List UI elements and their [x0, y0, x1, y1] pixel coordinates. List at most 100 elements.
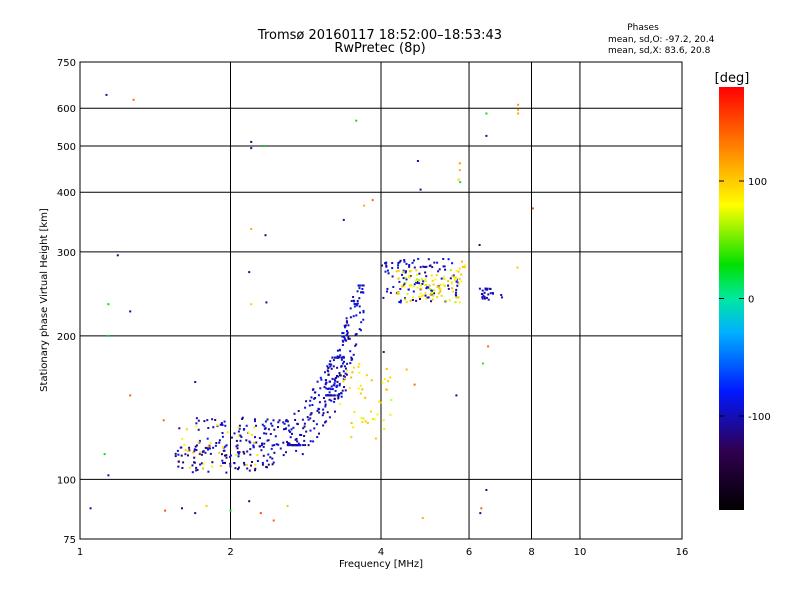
- data-point: [458, 169, 461, 172]
- data-point: [350, 436, 353, 439]
- data-point: [359, 311, 361, 314]
- data-point: [346, 369, 349, 372]
- data-point: [243, 428, 246, 430]
- data-point: [381, 264, 383, 267]
- data-point: [251, 433, 253, 436]
- data-point: [464, 264, 467, 267]
- data-point: [443, 285, 446, 287]
- data-point: [376, 413, 379, 416]
- chart-subtitle: RwPretec (8p): [334, 41, 425, 56]
- data-point: [434, 278, 437, 281]
- data-point: [358, 287, 361, 290]
- data-point: [248, 271, 251, 274]
- data-point: [483, 291, 486, 294]
- y-axis-label: Stationary phase Virtual Height [km]: [39, 208, 50, 392]
- data-point: [431, 266, 434, 269]
- data-point: [250, 228, 253, 230]
- data-point: [360, 321, 363, 324]
- data-point: [316, 409, 319, 412]
- data-point: [398, 261, 401, 264]
- data-point: [260, 449, 263, 452]
- data-point: [389, 413, 392, 416]
- data-point: [391, 275, 394, 278]
- data-point: [389, 376, 392, 379]
- data-point: [283, 422, 286, 425]
- data-point: [107, 474, 110, 477]
- data-point: [188, 449, 191, 452]
- data-point: [369, 410, 372, 413]
- data-point: [245, 424, 248, 427]
- data-point: [419, 266, 422, 269]
- data-point: [397, 277, 400, 280]
- data-point: [444, 268, 447, 271]
- data-point: [129, 394, 132, 397]
- data-point: [181, 507, 183, 510]
- data-point: [293, 412, 296, 415]
- data-point: [206, 419, 209, 422]
- data-point: [318, 408, 321, 411]
- data-point: [264, 420, 267, 423]
- data-point: [431, 279, 434, 282]
- colorbar-tick-label: 100: [748, 177, 767, 188]
- data-point: [177, 453, 180, 456]
- data-point: [358, 363, 361, 366]
- data-point: [243, 452, 246, 455]
- data-point: [185, 428, 188, 431]
- data-point: [429, 264, 432, 267]
- data-point: [218, 439, 221, 442]
- data-point: [481, 296, 484, 299]
- data-point: [432, 283, 435, 286]
- data-point: [352, 296, 355, 298]
- data-point: [238, 424, 241, 427]
- data-point: [353, 366, 355, 369]
- data-point: [222, 446, 224, 449]
- data-point: [359, 392, 362, 395]
- data-point: [492, 292, 494, 295]
- data-point: [432, 294, 435, 297]
- data-point: [212, 446, 215, 449]
- data-point: [236, 444, 239, 447]
- data-point: [339, 354, 342, 357]
- data-point: [344, 372, 347, 375]
- data-point: [387, 272, 390, 275]
- data-point: [236, 451, 239, 454]
- data-point: [350, 356, 353, 359]
- data-point: [343, 365, 346, 368]
- data-point: [356, 300, 359, 302]
- data-point: [418, 272, 421, 275]
- data-point: [338, 384, 341, 387]
- data-point: [366, 421, 369, 424]
- data-point: [319, 376, 322, 379]
- data-point: [410, 284, 413, 287]
- data-point: [424, 292, 427, 295]
- data-point: [373, 418, 376, 421]
- data-point: [501, 296, 503, 299]
- data-point: [433, 261, 436, 264]
- data-point: [256, 460, 259, 462]
- data-point: [330, 399, 333, 402]
- data-point: [229, 454, 232, 457]
- data-point: [447, 287, 450, 290]
- data-point: [430, 293, 433, 296]
- data-point: [243, 461, 245, 464]
- data-point: [416, 273, 419, 276]
- data-point: [204, 451, 207, 454]
- data-point: [398, 269, 401, 272]
- data-point: [425, 275, 428, 278]
- colorbar-tick-label: 0: [748, 295, 754, 306]
- data-point: [259, 445, 261, 448]
- data-point: [184, 453, 187, 456]
- data-point: [483, 296, 486, 298]
- data-point: [336, 349, 339, 352]
- data-point: [480, 507, 483, 510]
- data-point: [297, 444, 299, 447]
- data-point: [179, 446, 182, 449]
- data-point: [274, 435, 277, 438]
- data-point: [278, 419, 281, 422]
- data-point: [483, 297, 486, 300]
- data-point: [191, 464, 194, 467]
- data-point: [328, 387, 331, 390]
- data-point: [429, 288, 432, 291]
- data-point: [285, 427, 287, 430]
- data-point: [310, 412, 313, 415]
